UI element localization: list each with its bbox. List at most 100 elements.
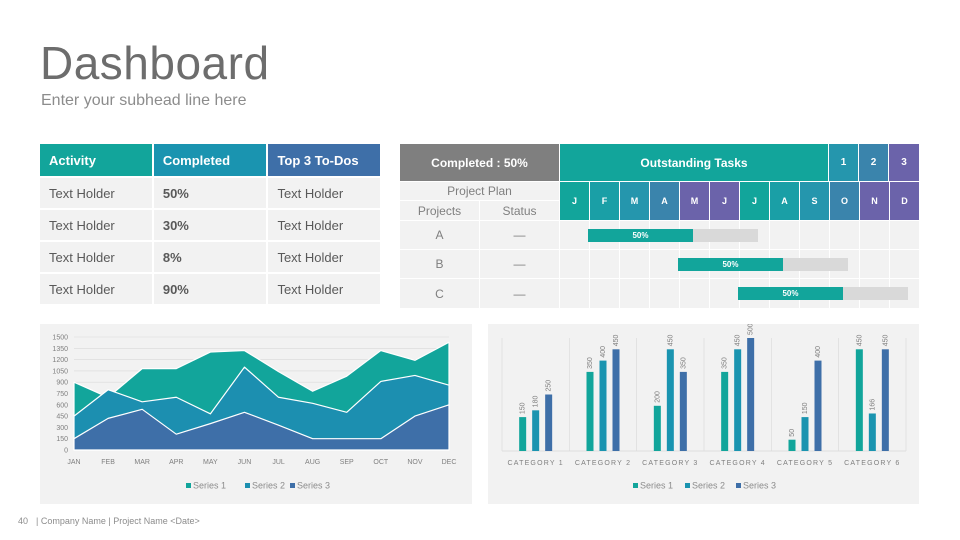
y-tick-label: 450: [56, 414, 68, 421]
bar-data-label: 400: [600, 346, 607, 358]
todo-cell: Text Holder: [268, 178, 380, 208]
completed-cell: 8%: [153, 242, 267, 272]
area-chart-panel: 0 150 300 450 600 750 900 1050 1200 1350 1500 JAN FE…: [40, 324, 472, 504]
table-row: Text Holder 90% Text Holder: [40, 274, 380, 304]
bar-chart-panel: 150 180 250 CATEGORY 1 350 400 450 CATEGORY 2 20…: [488, 323, 919, 504]
gantt-projects-label: Projects: [400, 201, 479, 220]
bar-data-label: 350: [680, 357, 687, 369]
table-row: Text Holder 50% Text Holder: [40, 178, 380, 208]
bar-data-label: 150: [520, 402, 527, 414]
gantt-month-4: A: [650, 182, 679, 220]
bar: [801, 417, 809, 451]
x-tick-label: CATEGORY 1: [507, 460, 563, 467]
bar-data-label: 250: [546, 380, 553, 392]
x-tick-label: JAN: [67, 459, 80, 466]
bar: [855, 349, 863, 451]
bar-data-label: 450: [735, 335, 742, 347]
bar: [881, 349, 889, 451]
legend-label: Series 1: [640, 481, 673, 491]
gantt-month-1: J: [560, 182, 589, 220]
gantt-grid-cell: [710, 279, 739, 308]
area-chart: 0 150 300 450 600 750 900 1050 1200 1350 1500 JAN FE…: [52, 335, 457, 491]
bar: [612, 349, 620, 451]
bar: [868, 413, 876, 451]
gantt-grid-cell: [590, 279, 619, 308]
bar-data-label: 400: [815, 346, 822, 358]
area-series-series-3: [73, 404, 450, 451]
gantt-grid-cell: [650, 279, 679, 308]
gantt-grid-cell: [680, 279, 709, 308]
gantt-chart: Completed : 50% Outstanding Tasks 1 2 3 …: [400, 144, 919, 308]
activity-table: Activity Completed Top 3 To-Dos Text Hol…: [38, 142, 382, 306]
gantt-project-name: B: [400, 250, 479, 278]
activity-cell: Text Holder: [40, 242, 152, 272]
bar: [679, 371, 687, 451]
header-top-todos: Top 3 To-Dos: [268, 144, 380, 176]
completed-cell: 30%: [153, 210, 267, 240]
bar-data-label: 350: [722, 357, 729, 369]
gantt-quarter-2: 2: [859, 144, 888, 181]
legend-swatch: [685, 483, 690, 488]
page-subhead: Enter your subhead line here: [41, 92, 247, 109]
bar: [653, 405, 661, 451]
x-tick-label: JUN: [238, 459, 252, 466]
gantt-month-6: J: [710, 182, 739, 220]
gantt-quarter-3: 3: [889, 144, 919, 181]
activity-cell: Text Holder: [40, 178, 152, 208]
gantt-project-name: A: [400, 221, 479, 249]
legend-label: Series 3: [743, 481, 776, 491]
y-tick-label: 0: [64, 448, 68, 455]
gantt-grid-cell: [620, 279, 649, 308]
gantt-grid-cell: [620, 250, 649, 278]
x-tick-label: OCT: [373, 459, 389, 466]
gantt-grid-cell: [560, 221, 589, 249]
gantt-grid-cell: [890, 221, 919, 249]
bar-data-label: 450: [613, 335, 620, 347]
y-tick-label: 300: [56, 425, 68, 432]
x-tick-label: CATEGORY 4: [709, 460, 765, 467]
x-tick-label: CATEGORY 6: [844, 460, 900, 467]
legend-swatch: [633, 483, 638, 488]
gantt-grid-cell: [770, 221, 799, 249]
bar-data-label: 450: [667, 335, 674, 347]
gantt-progress-bar: 50%: [738, 287, 843, 300]
bar-data-label: 150: [802, 402, 809, 414]
bar: [721, 371, 729, 451]
bar: [532, 410, 540, 451]
gantt-month-8: A: [770, 182, 799, 220]
x-tick-label: MAR: [134, 459, 150, 466]
x-tick-label: NOV: [407, 459, 423, 466]
gantt-grid-cell: [650, 250, 679, 278]
todo-cell: Text Holder: [268, 242, 380, 272]
x-tick-label: FEB: [101, 459, 115, 466]
y-tick-label: 1050: [52, 368, 68, 375]
gantt-project-status: —: [480, 221, 559, 249]
gantt-progress-bar: 50%: [588, 229, 693, 242]
footer: 40 | Company Name | Project Name <Date>: [18, 516, 200, 526]
completed-cell: 50%: [153, 178, 267, 208]
bar: [545, 394, 553, 451]
gantt-project-status: —: [480, 279, 559, 308]
bar-chart: 150 180 250 CATEGORY 1 350 400 450 CATEGORY 2 20…: [501, 323, 907, 491]
bar: [788, 439, 796, 451]
completed-cell: 90%: [153, 274, 267, 304]
gantt-month-7: J: [740, 182, 769, 220]
header-completed: Completed: [153, 144, 267, 176]
todo-cell: Text Holder: [268, 210, 380, 240]
legend-swatch: [245, 483, 250, 488]
gantt-month-2: F: [590, 182, 619, 220]
y-tick-label: 750: [56, 391, 68, 398]
y-tick-label: 150: [56, 436, 68, 443]
x-tick-label: CATEGORY 5: [777, 460, 833, 467]
gantt-project-status: —: [480, 250, 559, 278]
gantt-grid-cell: [890, 250, 919, 278]
x-tick-label: DEC: [442, 459, 457, 466]
bar: [734, 349, 742, 451]
y-tick-label: 1200: [52, 357, 68, 364]
bar-data-label: 450: [882, 335, 889, 347]
x-tick-label: AUG: [305, 459, 320, 466]
bar-data-label: 166: [869, 399, 876, 411]
legend-swatch: [736, 483, 741, 488]
bar: [666, 349, 674, 451]
x-tick-label: CATEGORY 2: [575, 460, 631, 467]
